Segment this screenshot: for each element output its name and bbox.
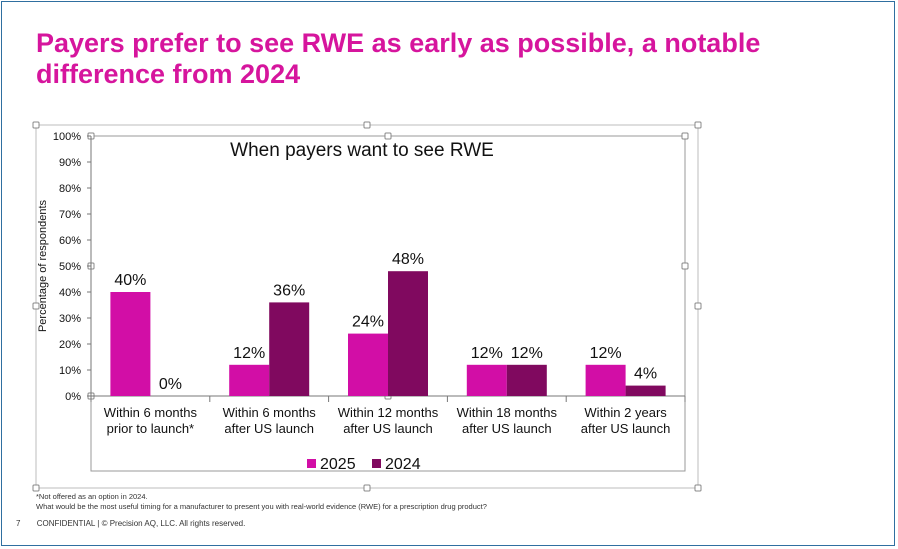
selection-handle (32, 302, 40, 310)
data-label: 36% (273, 282, 305, 299)
selection-handle (681, 132, 689, 140)
bar-2024-2 (388, 271, 428, 396)
legend-swatch-2025 (307, 459, 316, 468)
bar-2025-3 (466, 364, 507, 396)
data-label: 0% (159, 376, 182, 393)
y-tick-label: 40% (59, 287, 81, 299)
selection-handle (32, 484, 40, 492)
selection-handle (681, 262, 689, 270)
selection-handle (363, 121, 371, 129)
y-tick-label: 0% (65, 391, 81, 403)
data-label: 48% (392, 251, 424, 268)
x-tick-label: Within 6 months prior to launch* (104, 405, 198, 436)
y-tick-label: 90% (59, 157, 81, 169)
bar-2025-2 (348, 333, 388, 396)
x-tick-label: Within 2 years after US launch (581, 405, 671, 436)
y-axis-label: Percentage of respondents (37, 199, 49, 332)
y-tick-label: 80% (59, 183, 81, 195)
data-label: 12% (511, 345, 543, 362)
bars: 40% 12% 24% 12% 12% 0% 36% 48% 12% 4% (110, 251, 666, 396)
x-axis: Within 6 months prior to launch* Within 6 … (90, 395, 686, 436)
y-tick-label: 70% (59, 209, 81, 221)
selection-handle (363, 484, 371, 492)
bar-2024-3 (506, 364, 547, 396)
legend: 2025 2024 (307, 456, 421, 473)
y-tick-label: 10% (59, 365, 81, 377)
footer: 7 CONFIDENTIAL | © Precision AQ, LLC. Al… (16, 519, 245, 528)
selection-handle (694, 484, 702, 492)
slide-title: Payers prefer to see RWE as early as pos… (36, 28, 761, 89)
legend-label-2024: 2024 (385, 456, 421, 473)
bar-2025-4 (585, 364, 626, 396)
y-tick-label: 60% (59, 235, 81, 247)
y-axis: 0% 10% 20% 30% 40% 50% 60% 70% 80% 90% 100% (53, 131, 92, 403)
y-tick-label: 100% (53, 131, 81, 143)
bar-2024-4 (625, 385, 666, 396)
x-tick-label: Within 12 months after US launch (338, 405, 439, 436)
legend-swatch-2024 (372, 459, 381, 468)
selection-handle (384, 132, 392, 140)
data-label: 12% (233, 345, 265, 362)
legend-label-2025: 2025 (320, 456, 356, 473)
selection-handle (694, 302, 702, 310)
y-tick-label: 20% (59, 339, 81, 351)
chart-title: When payers want to see RWE (230, 140, 494, 161)
bar-2024-1 (269, 302, 310, 396)
bar-2025-0 (110, 292, 151, 396)
data-label: 12% (590, 345, 622, 362)
page-number: 7 (16, 519, 21, 528)
data-label: 12% (471, 345, 503, 362)
y-tick-label: 30% (59, 313, 81, 325)
bar-2025-1 (229, 364, 270, 396)
selection-handles (32, 121, 702, 492)
data-label: 40% (114, 272, 146, 289)
data-label: 4% (634, 366, 657, 383)
footnote-2: What would be the most useful timing for… (36, 502, 487, 511)
footnote-1: *Not offered as an option in 2024. (36, 492, 148, 501)
data-label: 24% (352, 314, 384, 331)
y-tick-label: 50% (59, 261, 81, 273)
selection-handle (32, 121, 40, 129)
footer-text: CONFIDENTIAL | © Precision AQ, LLC. All … (36, 519, 246, 528)
x-tick-label: Within 6 months after US launch (223, 405, 317, 436)
selection-handle (694, 121, 702, 129)
x-tick-label: Within 18 months after US launch (457, 405, 558, 436)
